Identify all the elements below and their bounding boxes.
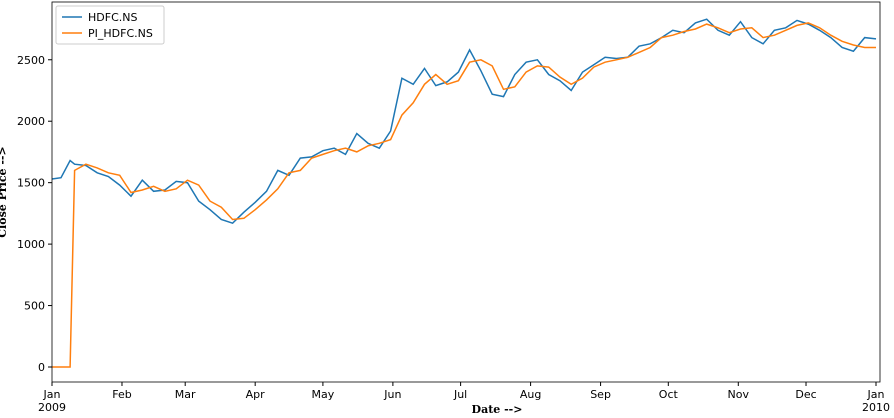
y-tick-label: 0 xyxy=(38,361,45,374)
legend-label: PI_HDFC.NS xyxy=(88,27,153,40)
x-tick-label: Nov xyxy=(728,388,750,401)
x-tick-label: Apr xyxy=(246,388,266,401)
y-tick-label: 2500 xyxy=(17,54,45,67)
x-tick-label: Jul xyxy=(453,388,467,401)
legend-box xyxy=(55,5,165,45)
plot-frame xyxy=(51,1,881,383)
y-tick-label: 500 xyxy=(24,300,45,313)
x-tick-label: Sep xyxy=(590,388,611,401)
x-tick-label: Jun xyxy=(383,388,401,401)
x-axis-label: Date --> xyxy=(472,403,523,416)
x-tick-label: Mar xyxy=(175,388,196,401)
x-tick-label: Jan xyxy=(43,388,61,401)
x-tick-label: Feb xyxy=(112,388,131,401)
legend: HDFC.NS PI_HDFC.NS xyxy=(55,5,165,45)
x-tick-label: Jan xyxy=(867,388,885,401)
x-tick-year: 2010 xyxy=(862,401,890,414)
x-tick-label: May xyxy=(312,388,335,401)
y-tick-label: 1500 xyxy=(17,177,45,190)
x-tick-label: Dec xyxy=(795,388,816,401)
x-tick-label: Aug xyxy=(520,388,541,401)
y-tick-label: 1000 xyxy=(17,238,45,251)
legend-label: HDFC.NS xyxy=(88,11,137,24)
series-line xyxy=(51,18,877,225)
x-tick-label: Oct xyxy=(659,388,679,401)
y-axis-label: Close Price --> xyxy=(0,146,9,237)
x-tick-year: 2009 xyxy=(38,401,66,414)
series-line xyxy=(52,22,876,368)
y-tick-label: 2000 xyxy=(17,115,45,128)
